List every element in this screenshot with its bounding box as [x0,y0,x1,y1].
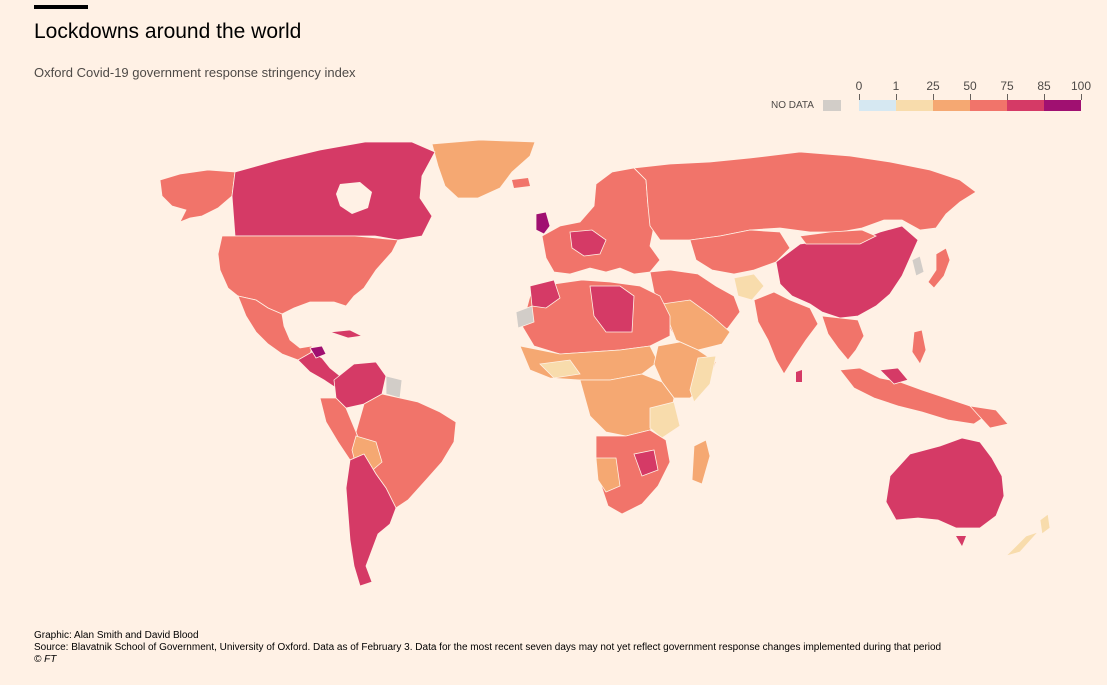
footer: Graphic: Alan Smith and David Blood Sour… [34,630,941,666]
legend-tick-label: 85 [1037,79,1051,93]
region-russia [633,151,977,241]
region-europe [541,167,661,275]
region-tanzania [649,401,681,439]
legend-swatch-75-85 [1007,100,1044,111]
legend-tick-label: 50 [963,79,977,93]
region-papua-new-guinea [968,405,1009,429]
region-mongolia [799,229,877,245]
region-sri-lanka [796,370,802,382]
region-hudson-bay [336,182,372,214]
graphic-credit: Graphic: Alan Smith and David Blood [34,630,199,641]
region-honduras [309,345,327,359]
region-usa [217,235,399,315]
world-map-svg [159,139,1051,587]
region-india [753,291,819,375]
world-map [150,136,1080,591]
region-central-europe [569,229,607,257]
region-tasmania [956,536,966,546]
legend-tick-mark [896,94,897,100]
region-western-sahara [515,305,535,329]
region-new-zealand [1004,513,1051,557]
region-west-africa-light [539,359,581,379]
page-title: Lockdowns around the world [34,20,302,43]
copyright: © FT [34,654,57,665]
region-zimbabwe [633,449,659,477]
region-cuba [329,329,364,339]
region-australia [885,437,1005,529]
region-argentina-chile [345,453,397,587]
legend-swatch-1-25 [896,100,933,111]
region-japan [927,247,951,289]
legend-tick-mark [970,94,971,100]
legend-tick-mark [1081,94,1082,100]
legend-no-data-label: NO DATA [771,100,814,111]
page-subtitle: Oxford Covid-19 government response stri… [34,65,356,80]
region-alaska [159,169,236,223]
legend-tick-label: 100 [1070,79,1092,93]
legend-no-data-swatch [823,100,841,111]
region-canada [231,141,436,241]
region-guianas [385,375,403,399]
legend-swatch-0-1 [859,100,896,111]
region-madagascar [691,439,711,485]
legend-tick-mark [933,94,934,100]
region-malaysia [879,367,909,385]
title-rule [34,5,88,9]
region-korea [911,255,925,277]
region-southeast-asia [821,315,865,361]
legend-tick-label: 25 [926,79,940,93]
legend-swatch-50-75 [970,100,1007,111]
legend-swatch-85-100 [1044,100,1081,111]
legend-tick-label: 0 [855,79,863,93]
legend-tick-mark [1044,94,1045,100]
region-afghanistan [733,273,765,301]
region-libya [589,285,635,333]
legend-tick-mark [859,94,860,100]
region-morocco [529,279,561,309]
legend-swatch-25-50 [933,100,970,111]
legend-tick-mark [1007,94,1008,100]
region-mexico [237,295,313,361]
legend-tick-label: 1 [892,79,900,93]
legend: NO DATA 0 1 25 50 75 85 100 [760,76,1100,116]
region-indonesia [839,367,987,425]
source-note: Source: Blavatnik School of Government, … [34,642,942,653]
region-greenland [431,139,536,199]
region-philippines [911,329,927,365]
region-namibia [595,457,621,493]
legend-tick-label: 75 [1000,79,1014,93]
region-uk [535,211,551,235]
region-somalia [689,355,717,403]
region-iceland [512,178,530,188]
